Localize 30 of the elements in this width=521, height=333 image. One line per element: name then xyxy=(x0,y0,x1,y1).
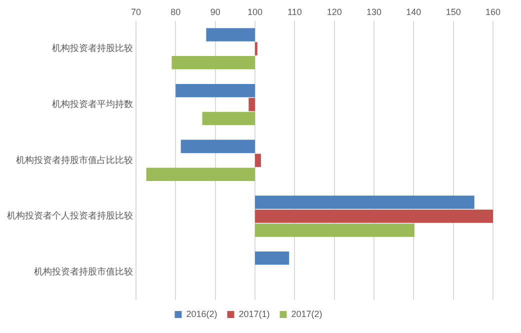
x-tick-label: 160 xyxy=(485,6,501,17)
x-tick-label: 80 xyxy=(170,6,181,17)
bar xyxy=(202,112,255,126)
x-tick-label: 110 xyxy=(287,6,302,17)
x-tick-label: 150 xyxy=(446,6,461,17)
y-tick-label: 机构投资者持股市值占比比较 xyxy=(16,154,133,165)
bar xyxy=(172,56,255,70)
bar xyxy=(255,154,261,168)
legend-label: 2016(2) xyxy=(186,308,218,319)
y-tick-label: 机构投资者持股比较 xyxy=(52,43,133,54)
x-tick-label: 100 xyxy=(247,6,263,17)
x-tick-label: 120 xyxy=(326,6,342,17)
y-tick-label: 机构投资者个人投资者持股比较 xyxy=(7,210,133,221)
bar xyxy=(255,196,474,209)
legend-label: 2017(2) xyxy=(291,308,322,319)
bar xyxy=(255,210,493,223)
x-tick-label: 90 xyxy=(210,6,220,17)
x-tick-label: 130 xyxy=(366,6,382,17)
x-tick-label: 140 xyxy=(406,6,422,17)
y-tick-label: 机构投资者持股市值比较 xyxy=(34,266,133,277)
legend-label: 2017(1) xyxy=(238,308,270,319)
bar xyxy=(146,168,255,181)
bar xyxy=(248,98,255,112)
bar xyxy=(206,28,255,42)
x-tick-label: 70 xyxy=(130,6,142,17)
bar xyxy=(176,84,255,98)
bar xyxy=(255,224,414,237)
bar xyxy=(255,251,290,265)
y-tick-label: 机构投资者平均持数 xyxy=(52,99,133,110)
bar xyxy=(180,140,255,154)
